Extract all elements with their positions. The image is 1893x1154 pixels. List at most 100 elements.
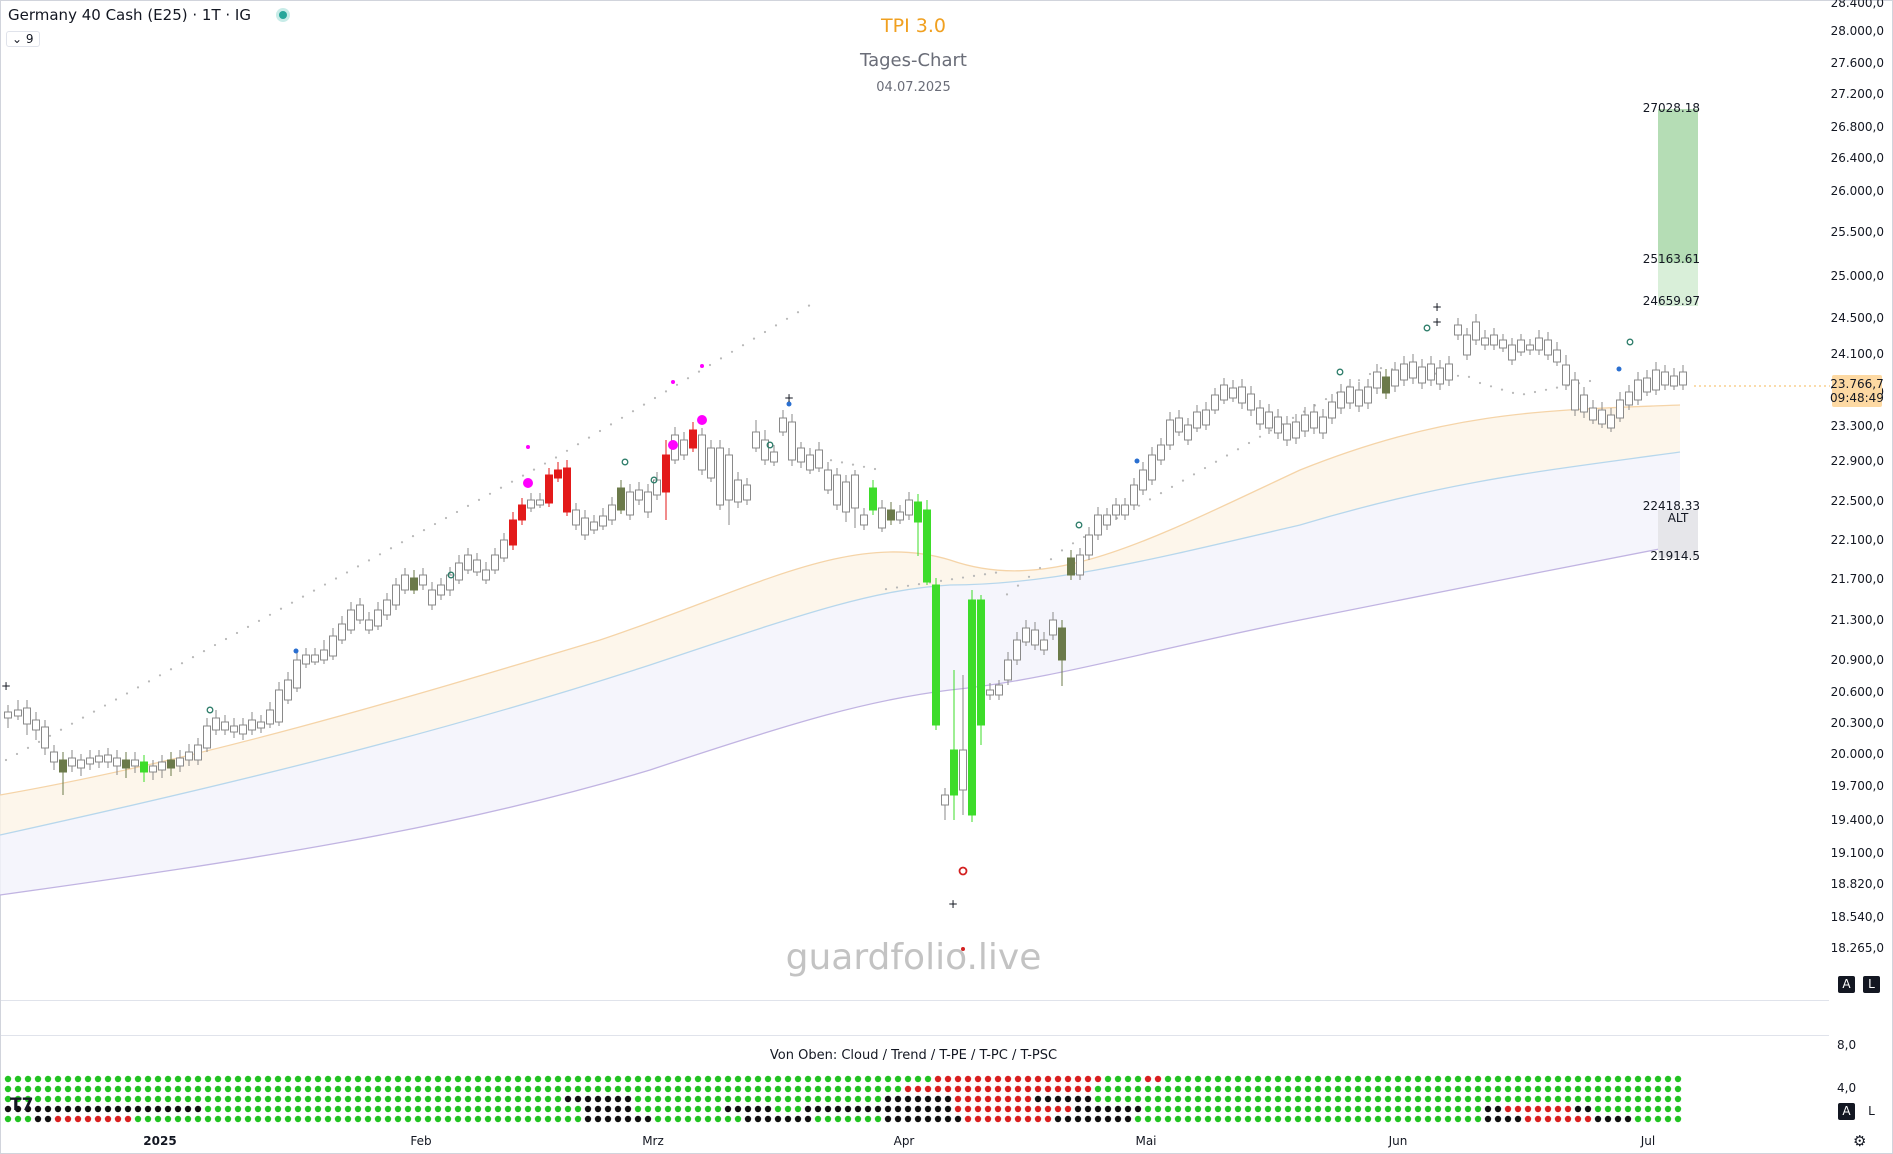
- candle[interactable]: [761, 439, 769, 461]
- auto-scale-button[interactable]: A: [1838, 976, 1855, 993]
- candle[interactable]: [536, 499, 544, 506]
- candle[interactable]: [1409, 361, 1417, 379]
- candle[interactable]: [878, 507, 886, 529]
- target-zone-lower[interactable]: [1658, 263, 1698, 306]
- candle[interactable]: [554, 469, 562, 479]
- candle[interactable]: [1292, 421, 1300, 439]
- candle[interactable]: [617, 487, 625, 511]
- candle[interactable]: [941, 794, 949, 806]
- candle[interactable]: [1022, 627, 1030, 643]
- candle[interactable]: [1508, 344, 1516, 361]
- candle[interactable]: [1391, 369, 1399, 387]
- candle[interactable]: [563, 467, 571, 513]
- candle[interactable]: [248, 719, 256, 731]
- candle[interactable]: [932, 584, 940, 726]
- candle[interactable]: [437, 584, 445, 596]
- candle[interactable]: [356, 604, 364, 621]
- candle[interactable]: [230, 725, 238, 733]
- candle[interactable]: [1427, 363, 1435, 381]
- candle[interactable]: [1355, 389, 1363, 407]
- candle[interactable]: [1337, 391, 1345, 409]
- candle[interactable]: [1571, 379, 1579, 411]
- candle[interactable]: [725, 454, 733, 501]
- candles[interactable]: [4, 314, 1687, 822]
- candle[interactable]: [176, 757, 184, 767]
- candle[interactable]: [680, 439, 688, 456]
- candle[interactable]: [509, 519, 517, 546]
- candle[interactable]: [1400, 363, 1408, 381]
- candle[interactable]: [329, 635, 337, 657]
- candle[interactable]: [140, 761, 148, 773]
- candle[interactable]: [743, 484, 751, 501]
- candle[interactable]: [1067, 557, 1075, 576]
- candle[interactable]: [365, 619, 373, 631]
- candle[interactable]: [860, 514, 868, 526]
- candle[interactable]: [500, 539, 508, 559]
- candle[interactable]: [68, 757, 76, 767]
- candle[interactable]: [473, 559, 481, 573]
- candle[interactable]: [401, 574, 409, 591]
- candle[interactable]: [203, 725, 211, 749]
- candle[interactable]: [1346, 386, 1354, 404]
- symbol-title[interactable]: Germany 40 Cash (E25) · 1T · IG: [8, 6, 251, 24]
- candle[interactable]: [410, 577, 418, 591]
- candle[interactable]: [1094, 514, 1102, 536]
- candle[interactable]: [1085, 534, 1093, 556]
- last-price-label[interactable]: [1832, 375, 1882, 407]
- candle[interactable]: [1175, 417, 1183, 433]
- candle[interactable]: [734, 479, 742, 503]
- candle[interactable]: [1679, 371, 1687, 386]
- candle[interactable]: [1040, 639, 1048, 651]
- candle[interactable]: [1139, 469, 1147, 491]
- candle[interactable]: [428, 589, 436, 606]
- candle[interactable]: [320, 649, 328, 661]
- candle[interactable]: [1607, 414, 1615, 429]
- candle[interactable]: [275, 689, 283, 723]
- candle[interactable]: [581, 517, 589, 536]
- candle[interactable]: [833, 474, 841, 506]
- pane-separator[interactable]: [1, 1035, 1829, 1036]
- candle[interactable]: [1553, 349, 1561, 363]
- candle[interactable]: [266, 709, 274, 725]
- candle[interactable]: [1211, 394, 1219, 411]
- candle[interactable]: [1184, 424, 1192, 441]
- candle[interactable]: [1643, 377, 1651, 393]
- candle[interactable]: [41, 726, 49, 749]
- candle[interactable]: [347, 609, 355, 631]
- candle[interactable]: [698, 434, 706, 471]
- candle[interactable]: [572, 509, 580, 526]
- candle[interactable]: [149, 765, 157, 773]
- candle[interactable]: [797, 447, 805, 463]
- tradingview-logo[interactable]: T7: [10, 1095, 34, 1115]
- candle[interactable]: [464, 554, 472, 571]
- candle[interactable]: [1256, 407, 1264, 425]
- candle[interactable]: [1544, 339, 1552, 356]
- candle[interactable]: [527, 499, 535, 509]
- candle[interactable]: [1598, 409, 1606, 425]
- candle[interactable]: [716, 447, 724, 506]
- candle[interactable]: [1517, 339, 1525, 353]
- candle[interactable]: [383, 599, 391, 616]
- candle[interactable]: [644, 491, 652, 513]
- candle[interactable]: [167, 759, 175, 769]
- candle[interactable]: [1319, 416, 1327, 434]
- candle[interactable]: [662, 454, 670, 493]
- candle[interactable]: [131, 759, 139, 767]
- candle[interactable]: [779, 417, 787, 433]
- candle[interactable]: [59, 759, 67, 773]
- candle[interactable]: [1364, 386, 1372, 404]
- log-scale-button[interactable]: L: [1863, 976, 1880, 993]
- candle[interactable]: [446, 574, 454, 591]
- candle[interactable]: [1247, 393, 1255, 411]
- candle[interactable]: [239, 724, 247, 735]
- candle[interactable]: [1562, 364, 1570, 386]
- candle[interactable]: [752, 431, 760, 449]
- candle[interactable]: [824, 469, 832, 491]
- candle[interactable]: [185, 751, 193, 761]
- symbol-legend[interactable]: Germany 40 Cash (E25) · 1T · IG: [8, 6, 287, 24]
- candle[interactable]: [1454, 324, 1462, 336]
- candle[interactable]: [815, 449, 823, 469]
- candle[interactable]: [869, 487, 877, 511]
- indicator-log-scale-button[interactable]: L: [1863, 1103, 1880, 1120]
- candle[interactable]: [770, 451, 778, 463]
